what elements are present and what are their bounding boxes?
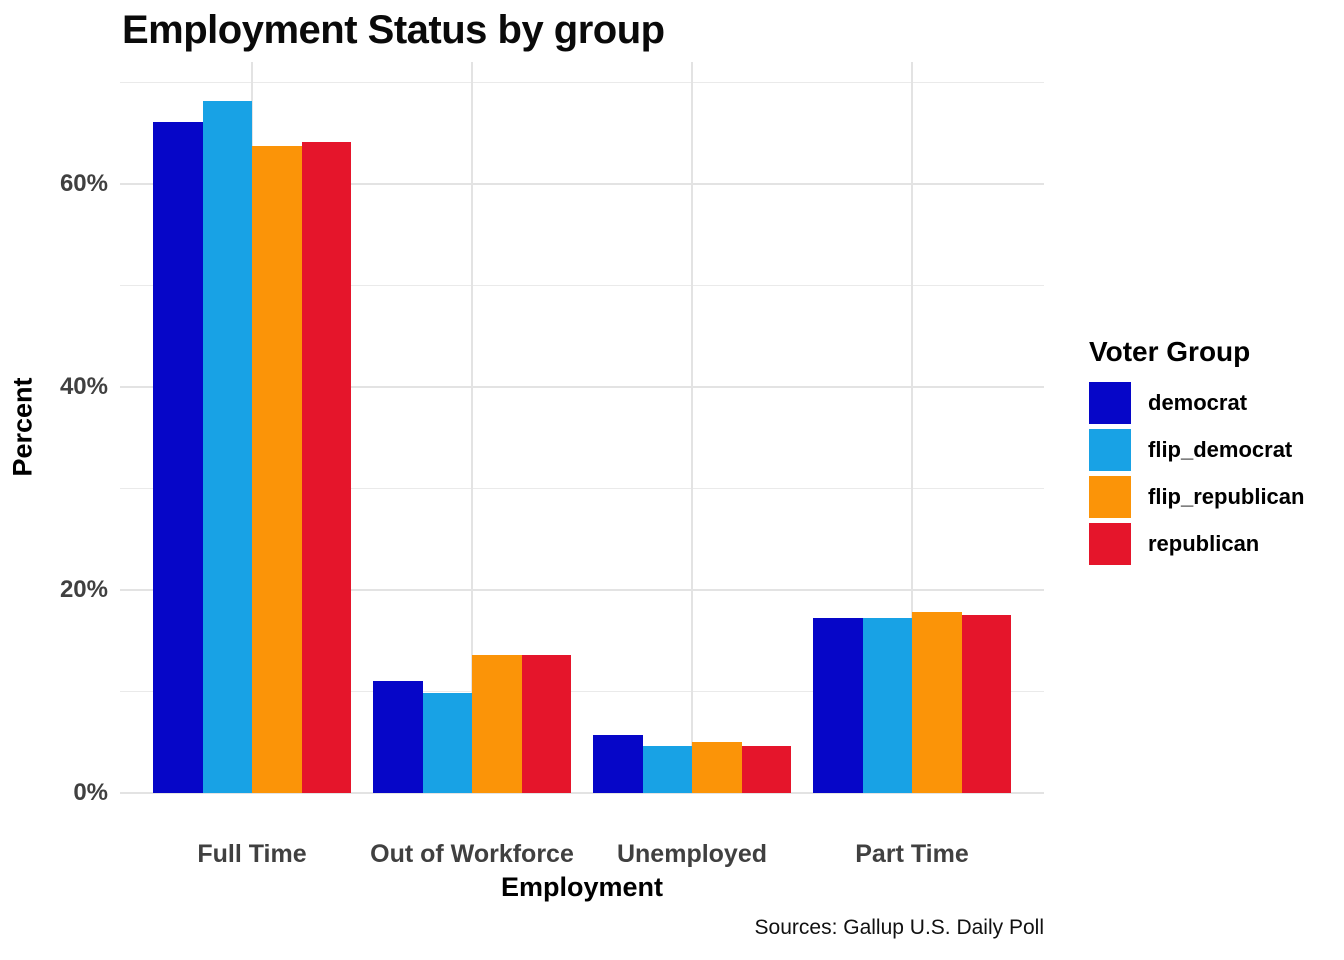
legend-entry-democrat: democrat	[1089, 382, 1304, 424]
legend-entry-republican: republican	[1089, 523, 1304, 565]
minor-gridline	[120, 81, 1044, 83]
minor-gridline	[120, 487, 1044, 489]
bar-flip_democrat-part-time	[862, 618, 912, 793]
legend-swatch-flip_republican	[1089, 476, 1131, 518]
source-caption: Sources: Gallup U.S. Daily Poll	[754, 916, 1044, 939]
x-axis-title: Employment	[500, 872, 664, 902]
x-tick-label: Unemployed	[616, 840, 768, 868]
y-tick-label: 60%	[59, 169, 108, 197]
bar-flip_democrat-out-of-workforce	[422, 692, 472, 793]
legend-label: republican	[1148, 531, 1260, 556]
legend-entry-flip_republican: flip_republican	[1089, 476, 1304, 518]
y-tick-label: 20%	[59, 575, 108, 603]
legend: Voter Group democrat flip_democrat flip_re…	[1089, 336, 1304, 570]
legend-label: flip_republican	[1148, 484, 1305, 509]
major-gridline	[120, 588, 1044, 591]
x-tick-label: Full Time	[197, 840, 307, 868]
bar-republican-part-time	[961, 615, 1011, 793]
bar-flip_democrat-unemployed	[642, 746, 692, 793]
legend-entry-flip_democrat: flip_democrat	[1089, 429, 1304, 471]
bar-democrat-part-time	[813, 618, 863, 793]
x-tick-label: Part Time	[855, 840, 969, 868]
legend-label: flip_democrat	[1148, 437, 1293, 462]
y-tick-label: 40%	[59, 372, 108, 400]
minor-gridline	[120, 690, 1044, 692]
major-gridline	[120, 385, 1044, 388]
legend-label: democrat	[1148, 390, 1248, 415]
bar-flip_democrat-full-time	[202, 100, 252, 793]
bar-flip_republican-part-time	[912, 612, 962, 793]
chart-title: Employment Status by group	[122, 8, 665, 52]
y-tick-label: 0%	[73, 779, 108, 806]
category-gridline	[911, 62, 913, 793]
legend-swatch-republican	[1089, 523, 1131, 565]
bar-democrat-full-time	[153, 121, 203, 793]
bar-democrat-out-of-workforce	[373, 681, 423, 793]
legend-title: Voter Group	[1089, 336, 1251, 367]
bar-flip_republican-unemployed	[692, 742, 742, 793]
bar-democrat-unemployed	[593, 735, 643, 793]
x-tick-label: Out of Workforce	[370, 840, 574, 868]
minor-gridline	[120, 284, 1044, 286]
bar-flip_republican-full-time	[252, 146, 302, 793]
bar-flip_republican-out-of-workforce	[472, 654, 522, 793]
legend-swatch-democrat	[1089, 382, 1131, 424]
bar-republican-unemployed	[741, 746, 791, 793]
major-gridline	[120, 792, 1044, 794]
category-gridline	[471, 62, 473, 793]
bar-republican-full-time	[301, 142, 351, 793]
plot-panel	[120, 62, 1044, 794]
category-gridline	[691, 62, 693, 793]
major-gridline	[120, 182, 1044, 185]
legend-swatch-flip_democrat	[1089, 429, 1131, 471]
bar-republican-out-of-workforce	[521, 654, 571, 793]
